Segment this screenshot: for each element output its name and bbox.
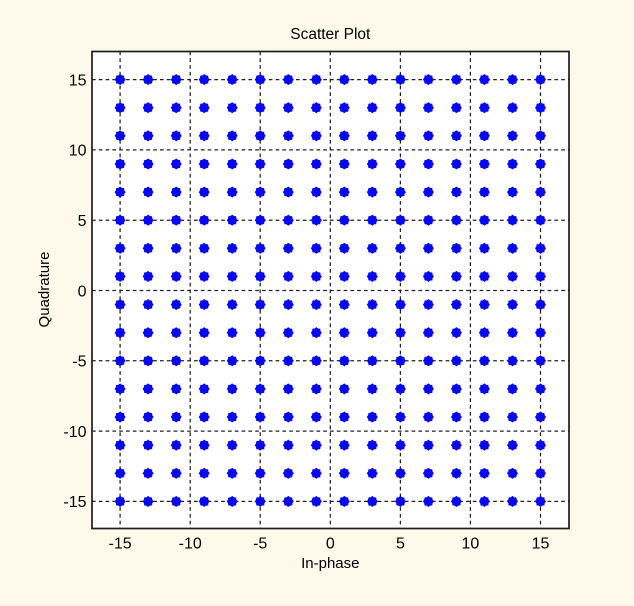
svg-text:-5: -5 [72,354,86,371]
svg-text:In-phase: In-phase [301,555,359,572]
svg-text:-5: -5 [253,536,267,553]
svg-text:-15: -15 [63,494,86,511]
svg-text:0: 0 [78,283,87,300]
svg-text:10: 10 [462,536,480,553]
svg-text:-10: -10 [179,536,202,553]
svg-text:5: 5 [78,213,87,230]
svg-text:5: 5 [396,536,405,553]
svg-text:0: 0 [326,536,335,553]
svg-text:-10: -10 [63,424,86,441]
svg-text:Scatter Plot: Scatter Plot [290,26,371,43]
svg-text:Quadrature: Quadrature [36,252,53,328]
svg-text:15: 15 [69,72,87,89]
svg-text:15: 15 [532,536,550,553]
svg-text:10: 10 [69,143,87,160]
svg-text:-15: -15 [109,536,132,553]
